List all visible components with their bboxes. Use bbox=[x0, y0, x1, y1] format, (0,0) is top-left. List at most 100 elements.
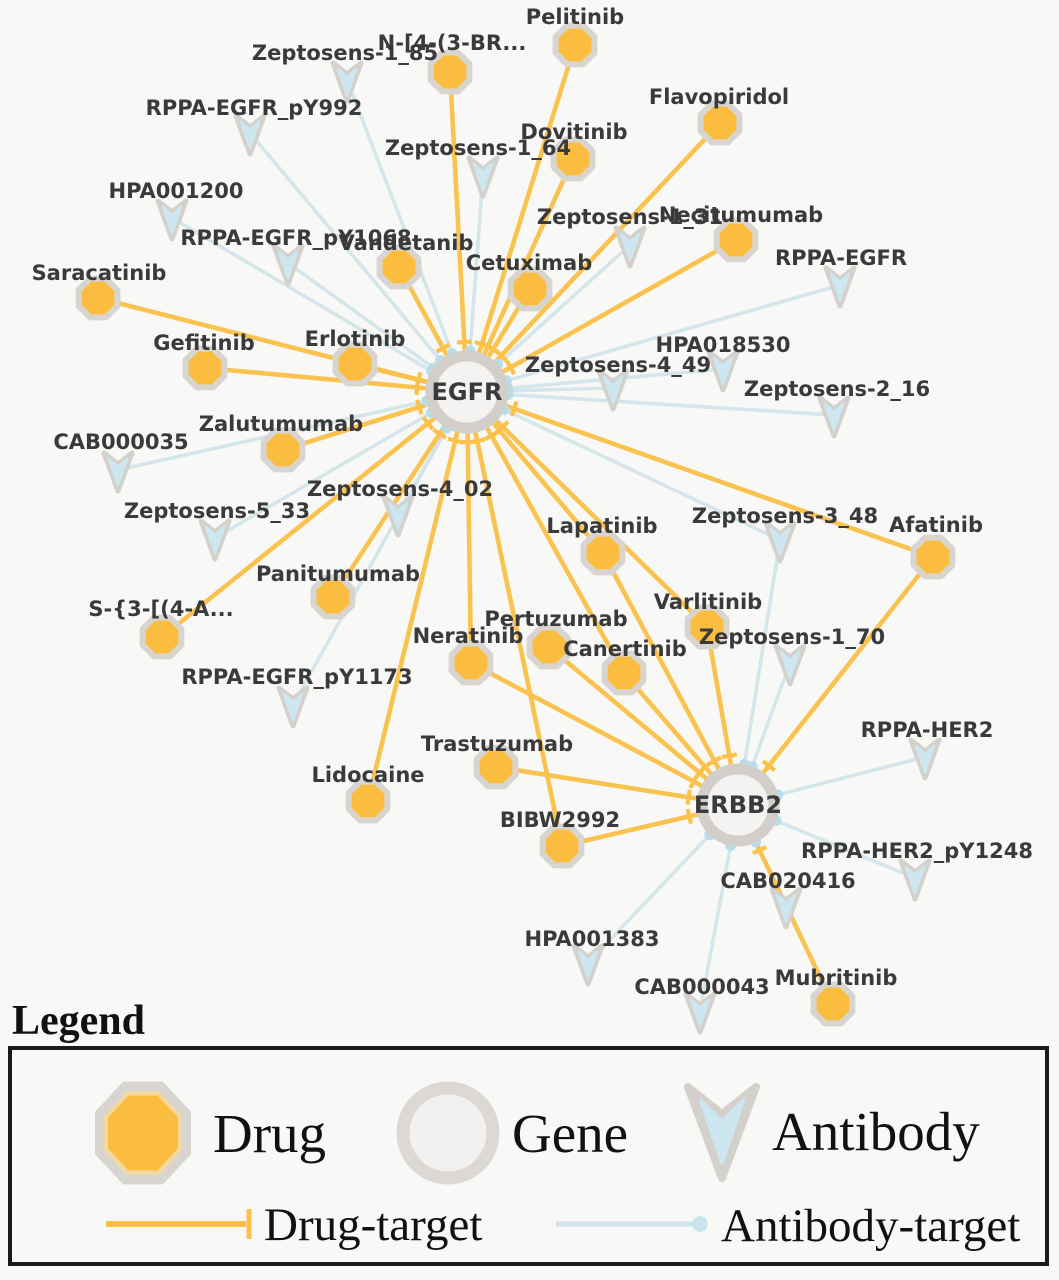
node-label-erlotinib: Erlotinib bbox=[305, 327, 406, 351]
antibody-node-rppa_egfr[interactable] bbox=[823, 265, 857, 309]
node-label-mubritinib: Mubritinib bbox=[775, 966, 898, 990]
drug-node-lidocaine[interactable] bbox=[345, 778, 391, 824]
drug-octagon-icon bbox=[810, 981, 856, 1027]
drug-node-varlitinib[interactable] bbox=[684, 604, 730, 650]
drug-node-lapatinib[interactable] bbox=[580, 530, 626, 576]
drug-edge-tee bbox=[432, 427, 448, 440]
antibody-node-zeptosens_1_70[interactable] bbox=[773, 643, 807, 687]
drug-node-cetuximab[interactable] bbox=[507, 266, 553, 312]
legend-title: Legend bbox=[12, 998, 145, 1044]
antibody-node-rppa_egfr_py1173[interactable] bbox=[276, 685, 310, 729]
antibody-node-hpa001383[interactable] bbox=[571, 943, 605, 987]
node-label-trastuzumab: Trastuzumab bbox=[421, 732, 573, 756]
drug-octagon-icon bbox=[345, 778, 391, 824]
drug-target-edge bbox=[464, 389, 936, 560]
antibody-node-rppa_egfr_py992[interactable] bbox=[233, 113, 267, 157]
drug-target-edge bbox=[464, 389, 710, 630]
antibody-node-zeptosens_4_02[interactable] bbox=[381, 494, 415, 538]
drug-node-canertinib[interactable] bbox=[601, 650, 647, 696]
drug-octagon-icon bbox=[332, 341, 378, 387]
drug-node-flavopiridol[interactable] bbox=[697, 100, 743, 146]
antibody-chevron-inner bbox=[779, 650, 801, 680]
drug-octagon-icon bbox=[550, 136, 596, 182]
node-label-cab000035: CAB000035 bbox=[53, 430, 188, 454]
antibody-node-rppa_her2_py1248[interactable] bbox=[898, 858, 932, 902]
node-label-hpa001383: HPA001383 bbox=[525, 927, 660, 951]
drug-node-necitumumab[interactable] bbox=[713, 217, 759, 263]
drug-node-neratinib[interactable] bbox=[448, 640, 494, 686]
antibody-target-edge bbox=[466, 283, 841, 394]
drug-node-vandetanib[interactable] bbox=[376, 244, 422, 290]
drug-octagon-icon bbox=[473, 744, 519, 790]
antibody-target-edge bbox=[291, 391, 469, 706]
node-label-zeptosens_1_85: Zeptosens-1_85 bbox=[252, 41, 438, 65]
node-label-hpa018530: HPA018530 bbox=[656, 333, 791, 357]
gene-node-ERBB2[interactable]: ERBB2 bbox=[694, 763, 782, 847]
drug-node-trastuzumab[interactable] bbox=[473, 744, 519, 790]
drug-node-s3_4a[interactable] bbox=[139, 614, 185, 660]
drug-octagon-icon bbox=[448, 640, 494, 686]
antibody-node-hpa001200[interactable] bbox=[155, 198, 189, 242]
gene-node-EGFR[interactable]: EGFR bbox=[425, 350, 509, 434]
drug-node-n4_3br[interactable] bbox=[427, 49, 473, 95]
antibody-target-edge bbox=[171, 216, 468, 394]
gene-circle-icon bbox=[425, 350, 509, 434]
drug-octagon-icon bbox=[580, 530, 626, 576]
antibody-node-cab020416[interactable] bbox=[769, 886, 803, 930]
antibody-node-zeptosens_3_48[interactable] bbox=[763, 520, 797, 564]
drug-node-panitumumab[interactable] bbox=[310, 574, 356, 620]
node-label-n4_3br: N-[4-(3-BR... bbox=[378, 31, 527, 55]
drug-node-dovitinib[interactable] bbox=[550, 136, 596, 182]
node-label-zeptosens_3_48: Zeptosens-3_48 bbox=[692, 504, 878, 528]
antibody-node-zeptosens_4_49[interactable] bbox=[596, 368, 630, 412]
drug-node-pertuzumab[interactable] bbox=[526, 624, 572, 670]
antibody-node-zeptosens_1_64[interactable] bbox=[466, 155, 500, 199]
antibody-node-zeptosens_2_16[interactable] bbox=[817, 395, 851, 439]
drug-node-pelitinib[interactable] bbox=[552, 22, 598, 68]
antibody-chevron-inner bbox=[577, 950, 599, 980]
node-label-canertinib: Canertinib bbox=[563, 637, 687, 661]
drug-edge-tee bbox=[414, 372, 423, 388]
antibody-chevron-inner bbox=[336, 67, 358, 97]
antibody-node-hpa018530[interactable] bbox=[706, 349, 740, 393]
node-label-rppa_her2_py1248: RPPA-HER2_pY1248 bbox=[801, 839, 1033, 863]
drug-octagon-icon bbox=[182, 345, 228, 391]
node-label-flavopiridol: Flavopiridol bbox=[649, 85, 789, 109]
drug-edge-tee bbox=[693, 765, 707, 781]
antibody-node-cab000035[interactable] bbox=[101, 450, 135, 494]
antibody-node-rppa_egfr_py1068[interactable] bbox=[271, 243, 305, 287]
antibody-node-cab000043[interactable] bbox=[683, 991, 717, 1035]
node-label-lapatinib: Lapatinib bbox=[546, 514, 657, 538]
legend-drug-label: Drug bbox=[213, 1103, 326, 1164]
antibody-chevron-inner bbox=[829, 272, 851, 302]
drug-node-gefitinib[interactable] bbox=[182, 345, 228, 391]
antibody-node-rppa_her2[interactable] bbox=[908, 737, 942, 781]
node-label-zeptosens_5_33: Zeptosens-5_33 bbox=[124, 499, 310, 523]
drug-node-erlotinib[interactable] bbox=[332, 341, 378, 387]
antibody-chevron-inner bbox=[602, 375, 624, 405]
drug-target-edge bbox=[464, 120, 723, 395]
node-label-rppa_egfr_py1173: RPPA-EGFR_pY1173 bbox=[181, 665, 412, 689]
antibody-node-zeptosens_1_85[interactable] bbox=[330, 60, 364, 104]
node-label-saracatinib: Saracatinib bbox=[32, 261, 167, 285]
node-label-gefitinib: Gefitinib bbox=[153, 331, 254, 355]
drug-node-saracatinib[interactable] bbox=[75, 275, 121, 321]
legend: Legend Drug Gene Antibody Drug-target bbox=[8, 998, 1049, 1266]
antibody-node-zeptosens_1_31[interactable] bbox=[613, 225, 647, 269]
drug-edge-tee bbox=[483, 430, 499, 442]
drug-node-bibw2992[interactable] bbox=[539, 823, 585, 869]
drug-node-zalutumumab[interactable] bbox=[260, 427, 306, 473]
drug-target-edge bbox=[464, 42, 578, 395]
antibody-target-edge bbox=[345, 79, 469, 393]
antibody-chevron-inner bbox=[823, 402, 845, 432]
drug-node-afatinib[interactable] bbox=[910, 534, 956, 580]
drug-target-edge bbox=[202, 365, 470, 395]
drug-edge-tee bbox=[761, 759, 777, 772]
drug-octagon-icon bbox=[601, 650, 647, 696]
drug-octagon-icon bbox=[95, 1081, 191, 1185]
drug-octagon-icon bbox=[260, 427, 306, 473]
drug-node-mubritinib[interactable] bbox=[810, 981, 856, 1027]
drug-octagon-icon bbox=[552, 22, 598, 68]
drug-octagon-icon bbox=[697, 100, 743, 146]
antibody-node-zeptosens_5_33[interactable] bbox=[198, 518, 232, 562]
